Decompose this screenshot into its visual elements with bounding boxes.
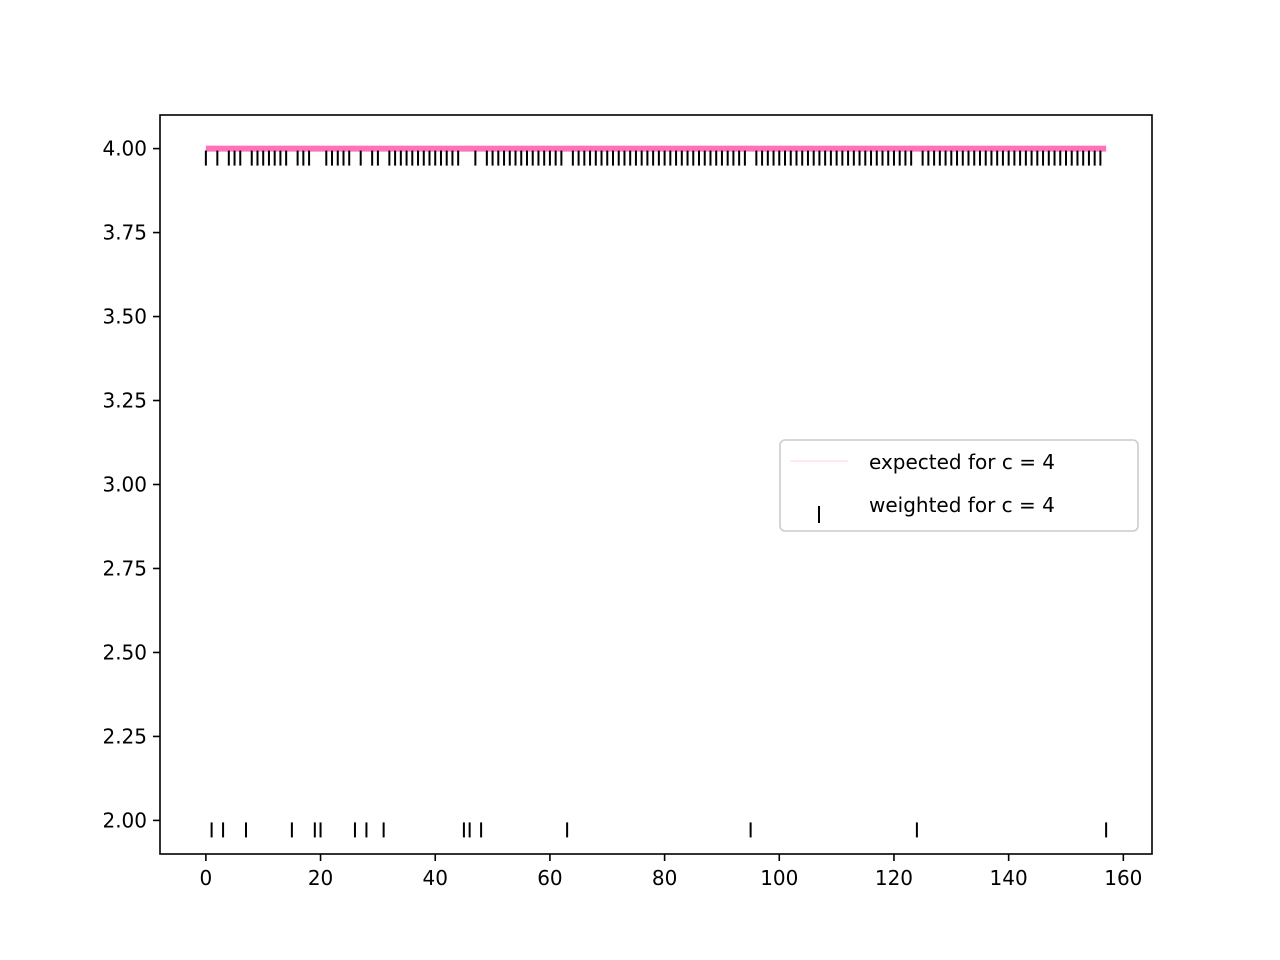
y-tick-label-4: 3.00	[102, 473, 147, 497]
x-tick-label-2: 40	[423, 866, 448, 890]
y-axis: 2.00 2.25 2.50 2.75 3.00 3.25 3.50 3.75 4.00	[102, 137, 160, 832]
y-tick-label-5: 3.25	[102, 389, 147, 413]
y-tick-label-6: 3.50	[102, 305, 147, 329]
axes-frame	[159, 114, 1153, 855]
legend: expected for c = 4 weighted for c = 4	[779, 439, 1139, 532]
x-tick-label-8: 160	[1104, 866, 1142, 890]
plot-area	[204, 145, 1108, 838]
y-tick-label-8: 4.00	[102, 137, 147, 161]
legend-label-weighted: weighted for c = 4	[869, 493, 1055, 517]
y-tick-label-7: 3.75	[102, 221, 147, 245]
x-tick-label-3: 60	[537, 866, 562, 890]
x-tick-label-5: 100	[760, 866, 798, 890]
x-tick-label-7: 140	[990, 866, 1028, 890]
x-tick-label-1: 20	[308, 866, 333, 890]
x-tick-label-6: 120	[875, 866, 913, 890]
x-tick-label-0: 0	[200, 866, 213, 890]
y-tick-label-2: 2.50	[102, 640, 147, 664]
y-tick-label-0: 2.00	[102, 808, 147, 832]
x-axis: 0 20 40 60 80 100 120 140 160	[200, 854, 1142, 890]
legend-label-expected: expected for c = 4	[869, 450, 1055, 474]
legend-box	[779, 439, 1139, 532]
y-tick-label-3: 2.75	[102, 556, 147, 580]
x-tick-label-4: 80	[652, 866, 677, 890]
y-tick-label-1: 2.25	[102, 724, 147, 748]
